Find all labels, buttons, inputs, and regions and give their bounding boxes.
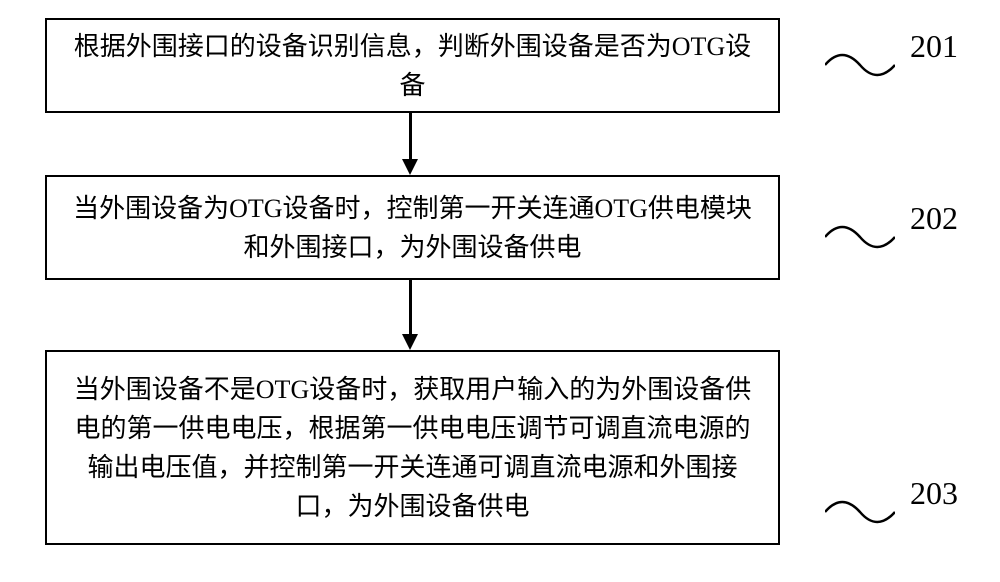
arrow-2-3-head: [402, 334, 418, 350]
step-text-3: 当外围设备不是OTG设备时，获取用户输入的为外围设备供电的第一供电电压，根据第一…: [67, 370, 758, 526]
step-text-2: 当外围设备为OTG设备时，控制第一开关连通OTG供电模块和外围接口，为外围设备供…: [67, 189, 758, 267]
step-box-3: 当外围设备不是OTG设备时，获取用户输入的为外围设备供电的第一供电电压，根据第一…: [45, 350, 780, 545]
flowchart-canvas: 根据外围接口的设备识别信息，判断外围设备是否为OTG设备 201 当外围设备为O…: [0, 0, 1000, 582]
arrow-1-2-head: [402, 159, 418, 175]
step-label-2: 202: [910, 200, 958, 237]
step-label-3: 203: [910, 475, 958, 512]
step-box-1: 根据外围接口的设备识别信息，判断外围设备是否为OTG设备: [45, 18, 780, 113]
connector-tilde-3: [825, 497, 895, 527]
step-label-1: 201: [910, 28, 958, 65]
arrow-2-3-line: [409, 280, 412, 336]
connector-tilde-1: [825, 50, 895, 80]
connector-tilde-2: [825, 222, 895, 252]
step-text-1: 根据外围接口的设备识别信息，判断外围设备是否为OTG设备: [67, 27, 758, 105]
arrow-1-2-line: [409, 113, 412, 161]
step-box-2: 当外围设备为OTG设备时，控制第一开关连通OTG供电模块和外围接口，为外围设备供…: [45, 175, 780, 280]
